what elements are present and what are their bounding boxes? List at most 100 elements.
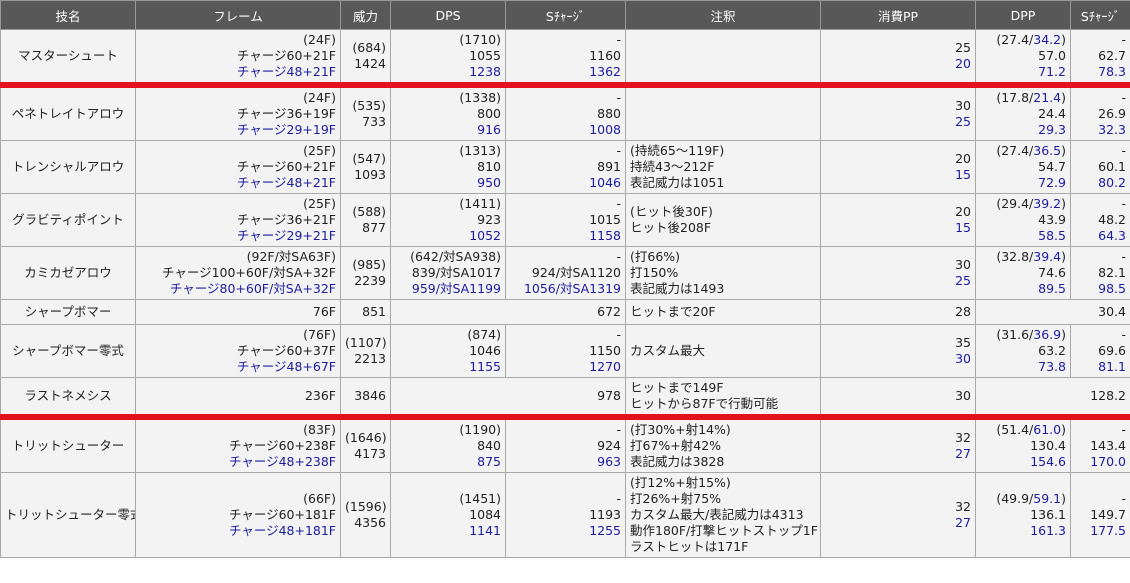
table-cell: 128.2 (975, 377, 1130, 420)
table-cell: (684) 1424 (340, 29, 391, 88)
table-cell: 978 (390, 377, 626, 420)
table-cell: 35 30 (820, 324, 976, 378)
cell-line: 4173 (354, 446, 386, 461)
cell-line: (92F/対SA63F) (246, 249, 336, 264)
table-cell: (1313) 810 950 (390, 140, 506, 194)
text-segment: 36.9 (1033, 327, 1062, 342)
cell-line: - (616, 422, 621, 437)
cell-line: (51.4/61.0) (980, 422, 1066, 438)
cell-line: (ヒット後30F) (630, 204, 713, 219)
cell-line: 1150 (589, 343, 621, 358)
cell-line: (32.8/39.4) (980, 249, 1066, 265)
cell-line: 978 (597, 388, 621, 403)
cell-line: トリットシューター (11, 438, 125, 453)
cell-line: 63.2 (1038, 343, 1066, 358)
text-segment: ) (1061, 422, 1066, 437)
cell-line: 打26%+射75% (630, 491, 722, 506)
cell-line: 733 (362, 114, 386, 129)
cell-line: (1646) (345, 430, 387, 445)
cell-line: 72.9 (1038, 175, 1066, 190)
table-cell: (1411) 923 1052 (390, 193, 506, 247)
table-cell: (76F) チャージ60+37F チャージ48+67F (135, 324, 341, 378)
cell-line: - (1121, 90, 1126, 105)
table-cell (625, 84, 821, 141)
cell-line: ヒットまで149F (630, 380, 724, 395)
skill-name: トリットシューター零式 (0, 472, 136, 558)
table-cell: 32 27 (820, 472, 976, 558)
cell-line: (27.4/36.5) (980, 143, 1066, 159)
cell-line: (535) (352, 98, 386, 113)
table-cell: -149.7 177.5 (1070, 472, 1130, 558)
cell-line: 1424 (354, 56, 386, 71)
cell-line: - (1121, 422, 1126, 437)
cell-line: 1141 (469, 523, 501, 538)
cell-line: チャージ48+67F (236, 359, 336, 374)
cell-line: トリットシューター零式 (5, 507, 136, 522)
text-segment: 61.0 (1033, 422, 1062, 437)
table-cell: (持続65～119F) 持続43～212F 表記威力は1051 (625, 140, 821, 194)
cell-line: 810 (477, 159, 501, 174)
table-row: トリットシューター零式 (66F) チャージ60+181F チャージ48+181F (1… (0, 472, 1130, 558)
table-cell: 30 25 (820, 246, 976, 300)
cell-line: 持続43～212F (630, 159, 715, 174)
column-header: 技名 (0, 0, 136, 30)
table-cell: 20 15 (820, 140, 976, 194)
table-cell: -62.7 78.3 (1070, 29, 1130, 88)
skill-name: グラビティポイント (0, 193, 136, 247)
cell-line: (25F) (303, 143, 336, 158)
table-row: シャープボマー零式 (76F) チャージ60+37F チャージ48+67F (1107)… (0, 324, 1130, 378)
text-segment: (17.8/ (996, 90, 1034, 105)
table-cell: (1710) 1055 1238 (390, 29, 506, 88)
cell-line: 20 (955, 56, 971, 71)
cell-line: - (616, 90, 621, 105)
cell-line: 54.7 (1038, 159, 1066, 174)
cell-line: チャージ36+19F (236, 106, 336, 121)
table-cell: -143.4 170.0 (1070, 416, 1130, 473)
cell-line: (874) (467, 327, 501, 342)
cell-line: 950 (477, 175, 501, 190)
text-segment: ) (1061, 249, 1066, 264)
skill-name: トリットシューター (0, 416, 136, 473)
table-cell: 32 27 (820, 416, 976, 473)
cell-line: - (1121, 143, 1126, 158)
cell-line: チャージ60+37F (236, 343, 336, 358)
text-segment: (27.4/ (996, 32, 1034, 47)
cell-line: 236F (304, 388, 336, 403)
cell-line: (76F) (303, 327, 336, 342)
cell-line: 62.7 (1098, 48, 1126, 63)
column-header: 注釈 (625, 0, 821, 30)
cell-line: (27.4/34.2) (980, 32, 1066, 48)
cell-line: 25 (955, 40, 971, 55)
cell-line: 82.1 (1098, 265, 1126, 280)
cell-line: チャージ48+181F (228, 523, 336, 538)
cell-line: 20 (955, 151, 971, 166)
cell-line: 2213 (354, 351, 386, 366)
skill-name: カミカゼアロウ (0, 246, 136, 300)
cell-line: (1596) (345, 499, 387, 514)
cell-line: カスタム最大 (630, 343, 706, 358)
table-cell: -82.1 98.5 (1070, 246, 1130, 300)
table-cell: (29.4/39.2) 43.9 58.5 (975, 193, 1071, 247)
cell-line: 130.4 (1030, 438, 1066, 453)
table-cell: -880 1008 (505, 84, 626, 141)
cell-line: チャージ60+21F (236, 48, 336, 63)
cell-line: 1238 (469, 64, 501, 79)
cell-line: - (1121, 32, 1126, 47)
table-cell: (ヒット後30F) ヒット後208F (625, 193, 821, 247)
cell-line: (17.8/21.4) (980, 90, 1066, 106)
table-row: グラビティポイント (25F) チャージ36+21F チャージ29+21F (588) 8… (0, 193, 1130, 247)
cell-line: 27 (955, 446, 971, 461)
skill-name: マスターシュート (0, 29, 136, 88)
column-header: 威力 (340, 0, 391, 30)
cell-line: 98.5 (1098, 281, 1126, 296)
cell-line: チャージ48+238F (228, 454, 336, 469)
cell-line: 963 (597, 454, 621, 469)
table-cell: 30 25 (820, 84, 976, 141)
text-segment: 36.5 (1033, 143, 1062, 158)
table-row: カミカゼアロウ (92F/対SA63F) チャージ100+60F/対SA+32F チャ… (0, 246, 1130, 300)
cell-line: チャージ29+19F (236, 122, 336, 137)
cell-line: ヒットまで20F (630, 304, 716, 319)
cell-line: ラストヒットは171F (630, 539, 749, 554)
cell-line: トレンシャルアロウ (11, 159, 125, 174)
cell-line: ヒットから87Fで行動可能 (630, 396, 779, 411)
